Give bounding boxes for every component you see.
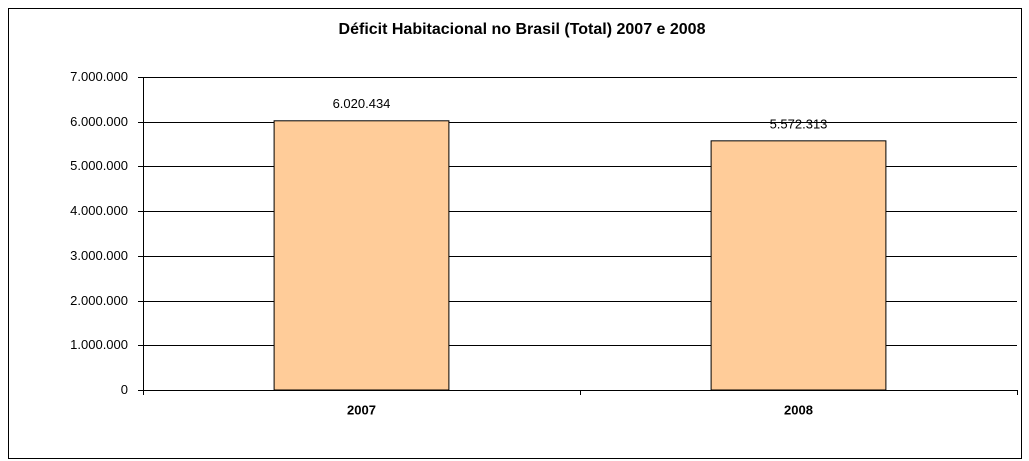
y-tick-label: 7.000.000: [70, 69, 128, 84]
x-tick-label: 2007: [347, 402, 376, 417]
bar: [273, 120, 450, 391]
y-tick-label: 2.000.000: [70, 293, 128, 308]
data-label: 6.020.434: [333, 96, 391, 111]
data-label: 5.572.313: [770, 116, 828, 131]
y-tick-label: 3.000.000: [70, 248, 128, 263]
y-tick-label: 0: [121, 382, 128, 397]
chart-title: Déficit Habitacional no Brasil (Total) 2…: [339, 21, 706, 38]
y-tick-label: 6.000.000: [70, 114, 128, 129]
x-tick-label: 2008: [784, 402, 813, 417]
y-tick-label: 1.000.000: [70, 337, 128, 352]
y-tick-label: 4.000.000: [70, 203, 128, 218]
y-tick-label: 5.000.000: [70, 158, 128, 173]
bar: [710, 140, 887, 391]
